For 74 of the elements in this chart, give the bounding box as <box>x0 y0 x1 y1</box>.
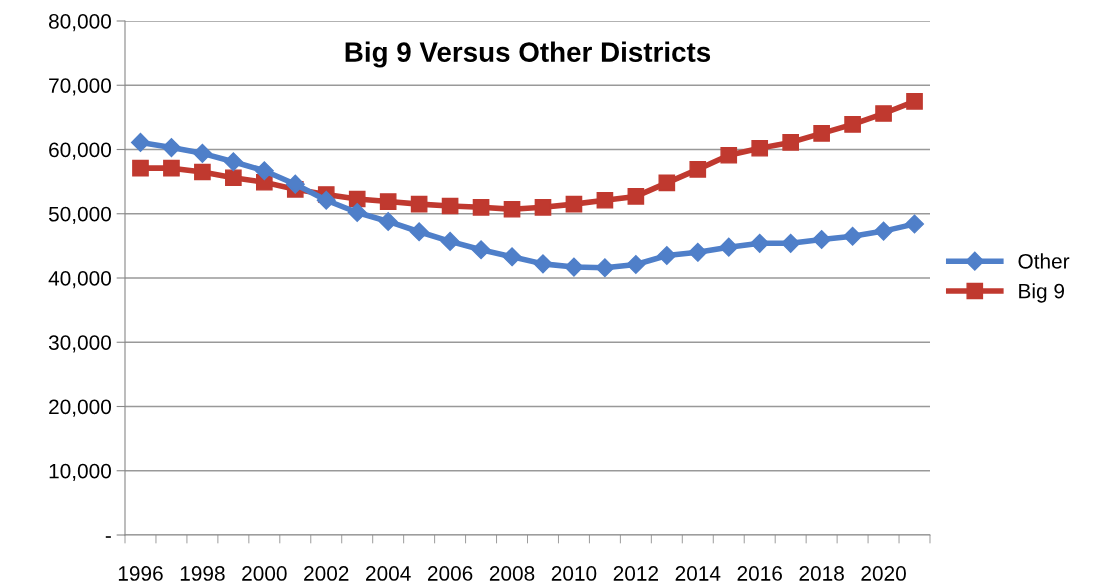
point <box>596 191 614 209</box>
x-tick-label: 2012 <box>613 566 658 581</box>
y-tick-label: - <box>105 536 111 538</box>
point <box>565 195 583 213</box>
x-tick-label: 2010 <box>551 566 597 581</box>
point <box>782 134 800 151</box>
point <box>658 174 676 192</box>
point <box>502 247 522 267</box>
point <box>285 174 305 194</box>
point <box>440 231 460 251</box>
point <box>534 198 552 216</box>
y-tick-label: 60,000 <box>49 142 111 160</box>
x-tick-label: 2000 <box>242 566 287 581</box>
point <box>223 152 243 172</box>
x-tick-label: 2020 <box>861 566 906 581</box>
point <box>750 233 770 253</box>
point <box>751 139 769 157</box>
x-tick-label: 2008 <box>489 566 535 581</box>
point <box>627 188 645 205</box>
point <box>410 195 428 213</box>
point <box>813 125 830 142</box>
point <box>688 242 708 262</box>
point <box>471 240 491 260</box>
point <box>781 233 801 253</box>
point <box>379 193 397 210</box>
point <box>906 92 923 110</box>
point <box>626 254 646 275</box>
x-tick-label: 2002 <box>304 566 349 581</box>
y-tick-label: 80,000 <box>49 14 111 32</box>
point <box>719 237 739 257</box>
point <box>844 116 861 133</box>
point <box>503 200 521 218</box>
x-tick-label: 2016 <box>737 566 782 581</box>
point <box>720 146 738 164</box>
point <box>163 159 180 177</box>
x-tick-label: 1998 <box>180 566 225 581</box>
point <box>225 169 242 187</box>
point <box>564 257 584 277</box>
point <box>904 214 925 234</box>
point <box>595 258 615 278</box>
point <box>533 254 553 274</box>
text: Big 9 Versus Other Districts <box>345 41 711 68</box>
point <box>254 161 274 181</box>
point <box>441 197 459 215</box>
point <box>657 245 677 266</box>
point <box>161 138 181 158</box>
x-tick-label: 2006 <box>427 566 473 581</box>
point <box>472 198 490 216</box>
x-tick-label: 1996 <box>118 566 163 581</box>
point <box>875 105 892 122</box>
point <box>874 221 894 241</box>
point <box>843 226 863 246</box>
point <box>409 222 429 242</box>
x-tick-label: 2014 <box>675 566 721 581</box>
point <box>192 143 212 163</box>
y-tick-label: 70,000 <box>49 78 111 96</box>
point <box>378 211 398 231</box>
y-tick-label: 40,000 <box>48 271 111 289</box>
point <box>812 229 832 249</box>
x-tick-label: 2018 <box>799 566 844 581</box>
y-tick-label: 20,000 <box>49 399 111 417</box>
y-tick-label: 50,000 <box>48 206 111 224</box>
point <box>689 161 707 178</box>
point <box>132 159 149 177</box>
point <box>316 190 336 210</box>
x-tick-label: 2004 <box>366 566 411 581</box>
point <box>347 202 367 222</box>
legend-label: Big 9 <box>1019 283 1064 303</box>
legend-label: Other <box>1018 253 1070 269</box>
y-tick-label: 10,000 <box>49 463 111 481</box>
point <box>130 132 151 152</box>
y-tick-label: 30,000 <box>48 335 111 353</box>
point <box>348 190 366 208</box>
point <box>194 163 211 181</box>
